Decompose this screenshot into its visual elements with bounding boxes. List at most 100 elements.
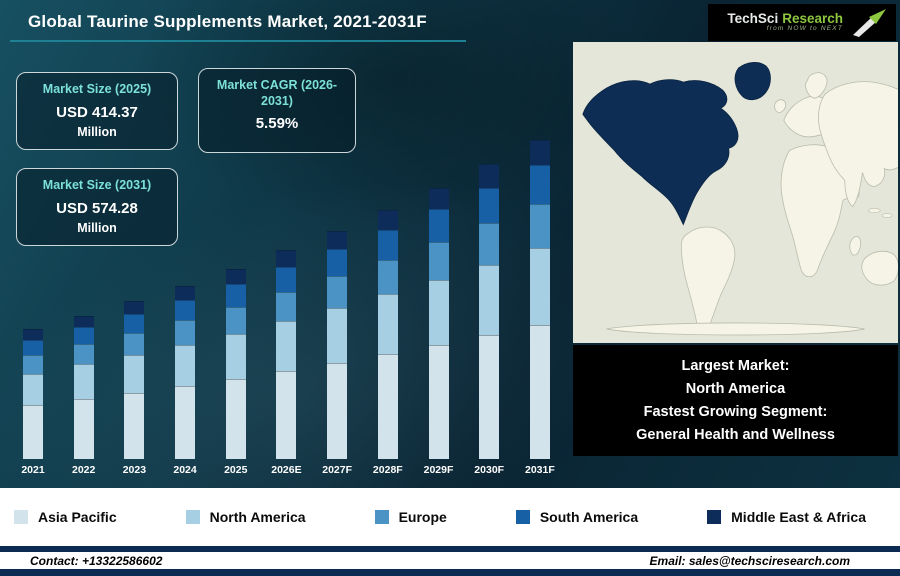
x-tick-label: 2031F [524, 464, 555, 476]
bar-segment-europe [479, 223, 500, 265]
bar-segment-middle-east-africa [225, 269, 246, 285]
stacked-bar-2026e [276, 250, 297, 459]
bar-column: 2021 [10, 329, 56, 476]
bar-segment-europe [124, 332, 145, 355]
bar-segment-north-america [479, 264, 500, 336]
continent-north-america [582, 79, 739, 226]
world-map-svg [573, 42, 898, 343]
highlight-line: Fastest Growing Segment: [643, 403, 828, 420]
stacked-bar-2024 [175, 285, 196, 459]
bar-segment-middle-east-africa [124, 301, 145, 314]
bar-segment-north-america [428, 279, 449, 345]
stacked-bar-2023 [124, 301, 145, 459]
legend-label: Middle East & Africa [731, 509, 866, 525]
stacked-bar-2027f [327, 230, 348, 459]
legend-label: North America [209, 509, 306, 525]
bar-segment-asia-pacific [377, 354, 398, 459]
highlight-line: General Health and Wellness [636, 426, 835, 443]
bar-segment-north-america [276, 321, 297, 372]
bar-segment-south-america [276, 267, 297, 293]
continent-greenland [734, 62, 771, 101]
bar-segment-asia-pacific [73, 398, 94, 459]
x-tick-label: 2021 [21, 464, 45, 476]
bar-segment-south-america [327, 248, 348, 277]
bar-segment-south-america [225, 284, 246, 308]
bar-segment-south-america [175, 299, 196, 321]
bar-segment-asia-pacific [124, 392, 145, 459]
bar-column: 2027F [314, 230, 360, 476]
highlight-line: Largest Market: [681, 357, 790, 374]
contact-phone: Contact: +13322586602 [30, 553, 163, 568]
bar-segment-middle-east-africa [276, 250, 297, 268]
legend-item: Middle East & Africa [707, 509, 866, 525]
footer-top-bar [0, 546, 900, 552]
bar-segment-europe [73, 344, 94, 365]
island-indonesia [868, 208, 881, 214]
bar-segment-middle-east-africa [479, 164, 500, 188]
stacked-bar-2031f [529, 139, 550, 459]
stat-value: USD 414.37 [56, 103, 138, 121]
main-panel: Global Taurine Supplements Market, 2021-… [0, 0, 900, 488]
legend-swatch [14, 510, 28, 524]
stat-label: Market Size (2031) [42, 178, 152, 192]
stacked-bar-2025 [225, 269, 246, 459]
x-tick-label: 2024 [173, 464, 197, 476]
bar-column: 2025 [213, 269, 259, 476]
bar-segment-middle-east-africa [73, 315, 94, 328]
x-tick-label: 2030F [474, 464, 505, 476]
continent-australia [861, 250, 898, 286]
legend-swatch [185, 510, 200, 524]
x-tick-label: 2023 [122, 464, 147, 476]
stacked-bar-2029f [428, 187, 449, 459]
bar-segment-middle-east-africa [327, 230, 348, 249]
x-tick-label: 2029F [423, 464, 454, 476]
stat-label: Market CAGR (2026-2031) [216, 78, 338, 108]
bar-segment-asia-pacific [428, 345, 449, 459]
bar-column: 2030F [466, 164, 512, 476]
bar-segment-north-america [73, 364, 94, 399]
region-scandinavia [805, 72, 828, 99]
legend-label: Europe [398, 509, 447, 525]
world-map [573, 42, 898, 343]
bar-segment-asia-pacific [225, 379, 246, 459]
bar-segment-asia-pacific [276, 371, 297, 459]
bar-segment-asia-pacific [175, 386, 196, 459]
bar-segment-south-america [124, 313, 145, 333]
highlight-line: North America [685, 380, 786, 397]
bar-segment-europe [225, 307, 246, 334]
bar-segment-middle-east-africa [377, 209, 398, 230]
x-tick-label: 2025 [224, 464, 248, 476]
legend-item: Europe [374, 509, 447, 525]
bar-column: 2023 [111, 301, 157, 476]
stat-label: Market Size (2025) [42, 82, 152, 96]
bar-column: 2026E [263, 250, 309, 476]
brand-secondary: Research [782, 11, 843, 26]
bar-column: 2031F [517, 139, 563, 476]
logo-arrow-icon [853, 8, 886, 37]
stat-unit: Million [77, 124, 117, 139]
stat-value: USD 574.28 [56, 199, 138, 217]
brand-primary: TechSci [727, 11, 779, 26]
bar-segment-north-america [225, 333, 246, 380]
bar-segment-europe [377, 259, 398, 295]
logo-tagline: from NOW to NEXT [766, 25, 843, 33]
legend: Asia Pacific North America Europe South Ame… [0, 488, 900, 546]
bar-segment-south-america [529, 165, 550, 204]
footer-band: Contact: +13322586602 Email: sales@techs… [0, 552, 900, 569]
bar-column: 2028F [365, 209, 411, 476]
bar-chart: 2021 2022 2023 2024 2025 2026E 2027F 2028F 2029F… [10, 130, 563, 476]
stacked-bar-2030f [479, 164, 500, 459]
bar-column: 2024 [162, 285, 208, 476]
region-british-isles [774, 99, 787, 113]
legend-swatch [707, 510, 722, 524]
stat-value: 5.59% [255, 115, 299, 133]
legend-swatch [374, 510, 389, 524]
stat-unit: Million [77, 220, 117, 235]
bar-segment-south-america [377, 229, 398, 260]
techsci-research-logo: TechSci Research from NOW to NEXT [708, 4, 896, 41]
bar-segment-middle-east-africa [428, 187, 449, 210]
legend-item: Asia Pacific [14, 509, 117, 525]
bar-segment-south-america [23, 339, 43, 356]
stat-card-market-size-2025: Market Size (2025) USD 414.37 Million [16, 72, 178, 150]
bar-segment-south-america [479, 187, 500, 224]
